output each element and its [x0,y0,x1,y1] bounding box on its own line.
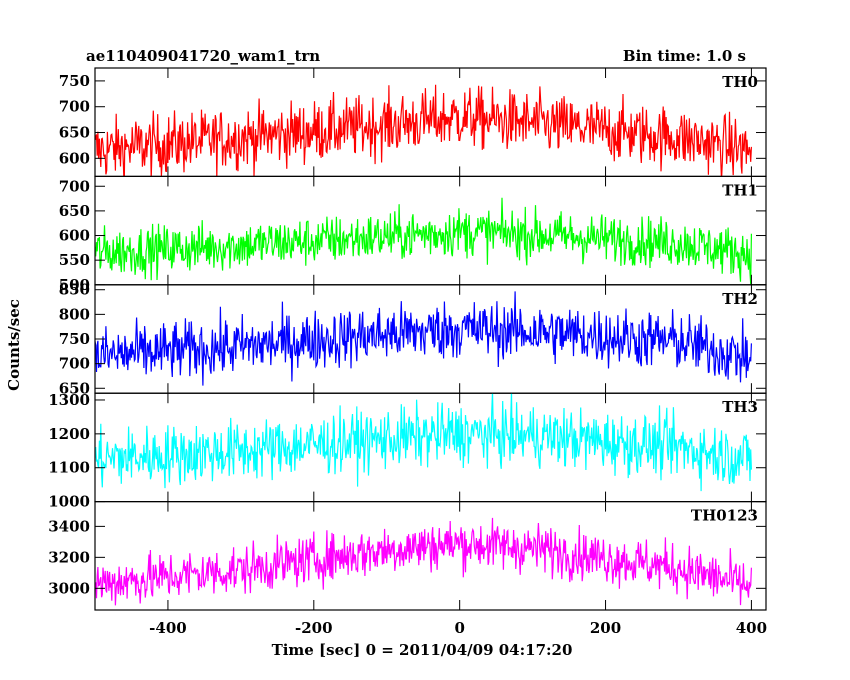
y-tick-label: 1000 [48,493,90,511]
panel-th1: 500 550 600 650 700 TH1 [59,175,767,294]
chart-title: ae110409041720_wam1_trn [86,47,320,65]
y-tick-label: 500 [59,276,90,294]
series-line-th0 [95,84,752,177]
x-tick-label: 200 [590,619,621,637]
y-tick-label: 600 [59,149,90,167]
x-tick-label: -400 [149,619,187,637]
panel-th3: 1000 1100 1200 1300 TH3 [48,391,767,511]
series-label-th2: TH2 [722,290,758,308]
y-tick-label: 800 [59,305,90,323]
x-tick-label: 0 [454,619,464,637]
x-tick-label: 400 [736,619,767,637]
y-tick-label: 1300 [48,391,90,409]
panel-frame [94,501,767,611]
y-tick-label: 3400 [48,517,90,535]
panel-th0123: 3000 3200 3400 TH0123 [48,501,767,611]
y-tick-label: 850 [59,281,90,299]
y-tick-label: 700 [59,355,90,373]
y-tick-label: 1100 [48,459,90,477]
x-tick-label: -200 [295,619,333,637]
x-axis: -400 -200 0 200 400 [149,619,767,637]
series-line-th1 [95,197,752,285]
series-line-th3 [95,393,752,492]
y-tick-label: 650 [59,124,90,142]
y-tick-label: 3200 [48,548,90,566]
y-tick-label: 750 [59,72,90,90]
series-label-th0123: TH0123 [691,507,758,525]
series-label-th0: TH0 [722,73,758,91]
y-tick-label: 1200 [48,425,90,443]
y-tick-label: 550 [59,251,90,269]
x-axis-label: Time [sec] 0 = 2011/04/09 04:17:20 [272,641,573,659]
y-tick-label: 650 [59,202,90,220]
panels: 600 650 700 750 TH0 500 550 600 650 700 TH1 650 700 7… [48,67,767,611]
panel-th0: 600 650 700 750 TH0 [59,67,767,178]
y-tick-label: 700 [59,98,90,116]
y-tick-label: 750 [59,330,90,348]
y-tick-label: 700 [59,177,90,195]
y-tick-label: 600 [59,227,90,245]
series-line-th0123 [95,517,752,606]
bin-time-label: Bin time: 1.0 s [623,47,746,65]
panel-th2: 650 700 750 800 850 TH2 [59,281,767,397]
y-tick-label: 650 [59,379,90,397]
series-label-th1: TH1 [722,181,758,199]
y-tick-label: 3000 [48,579,90,597]
series-label-th3: TH3 [722,398,758,416]
series-line-th2 [95,291,752,386]
y-axis-label: Counts/sec [5,299,23,391]
